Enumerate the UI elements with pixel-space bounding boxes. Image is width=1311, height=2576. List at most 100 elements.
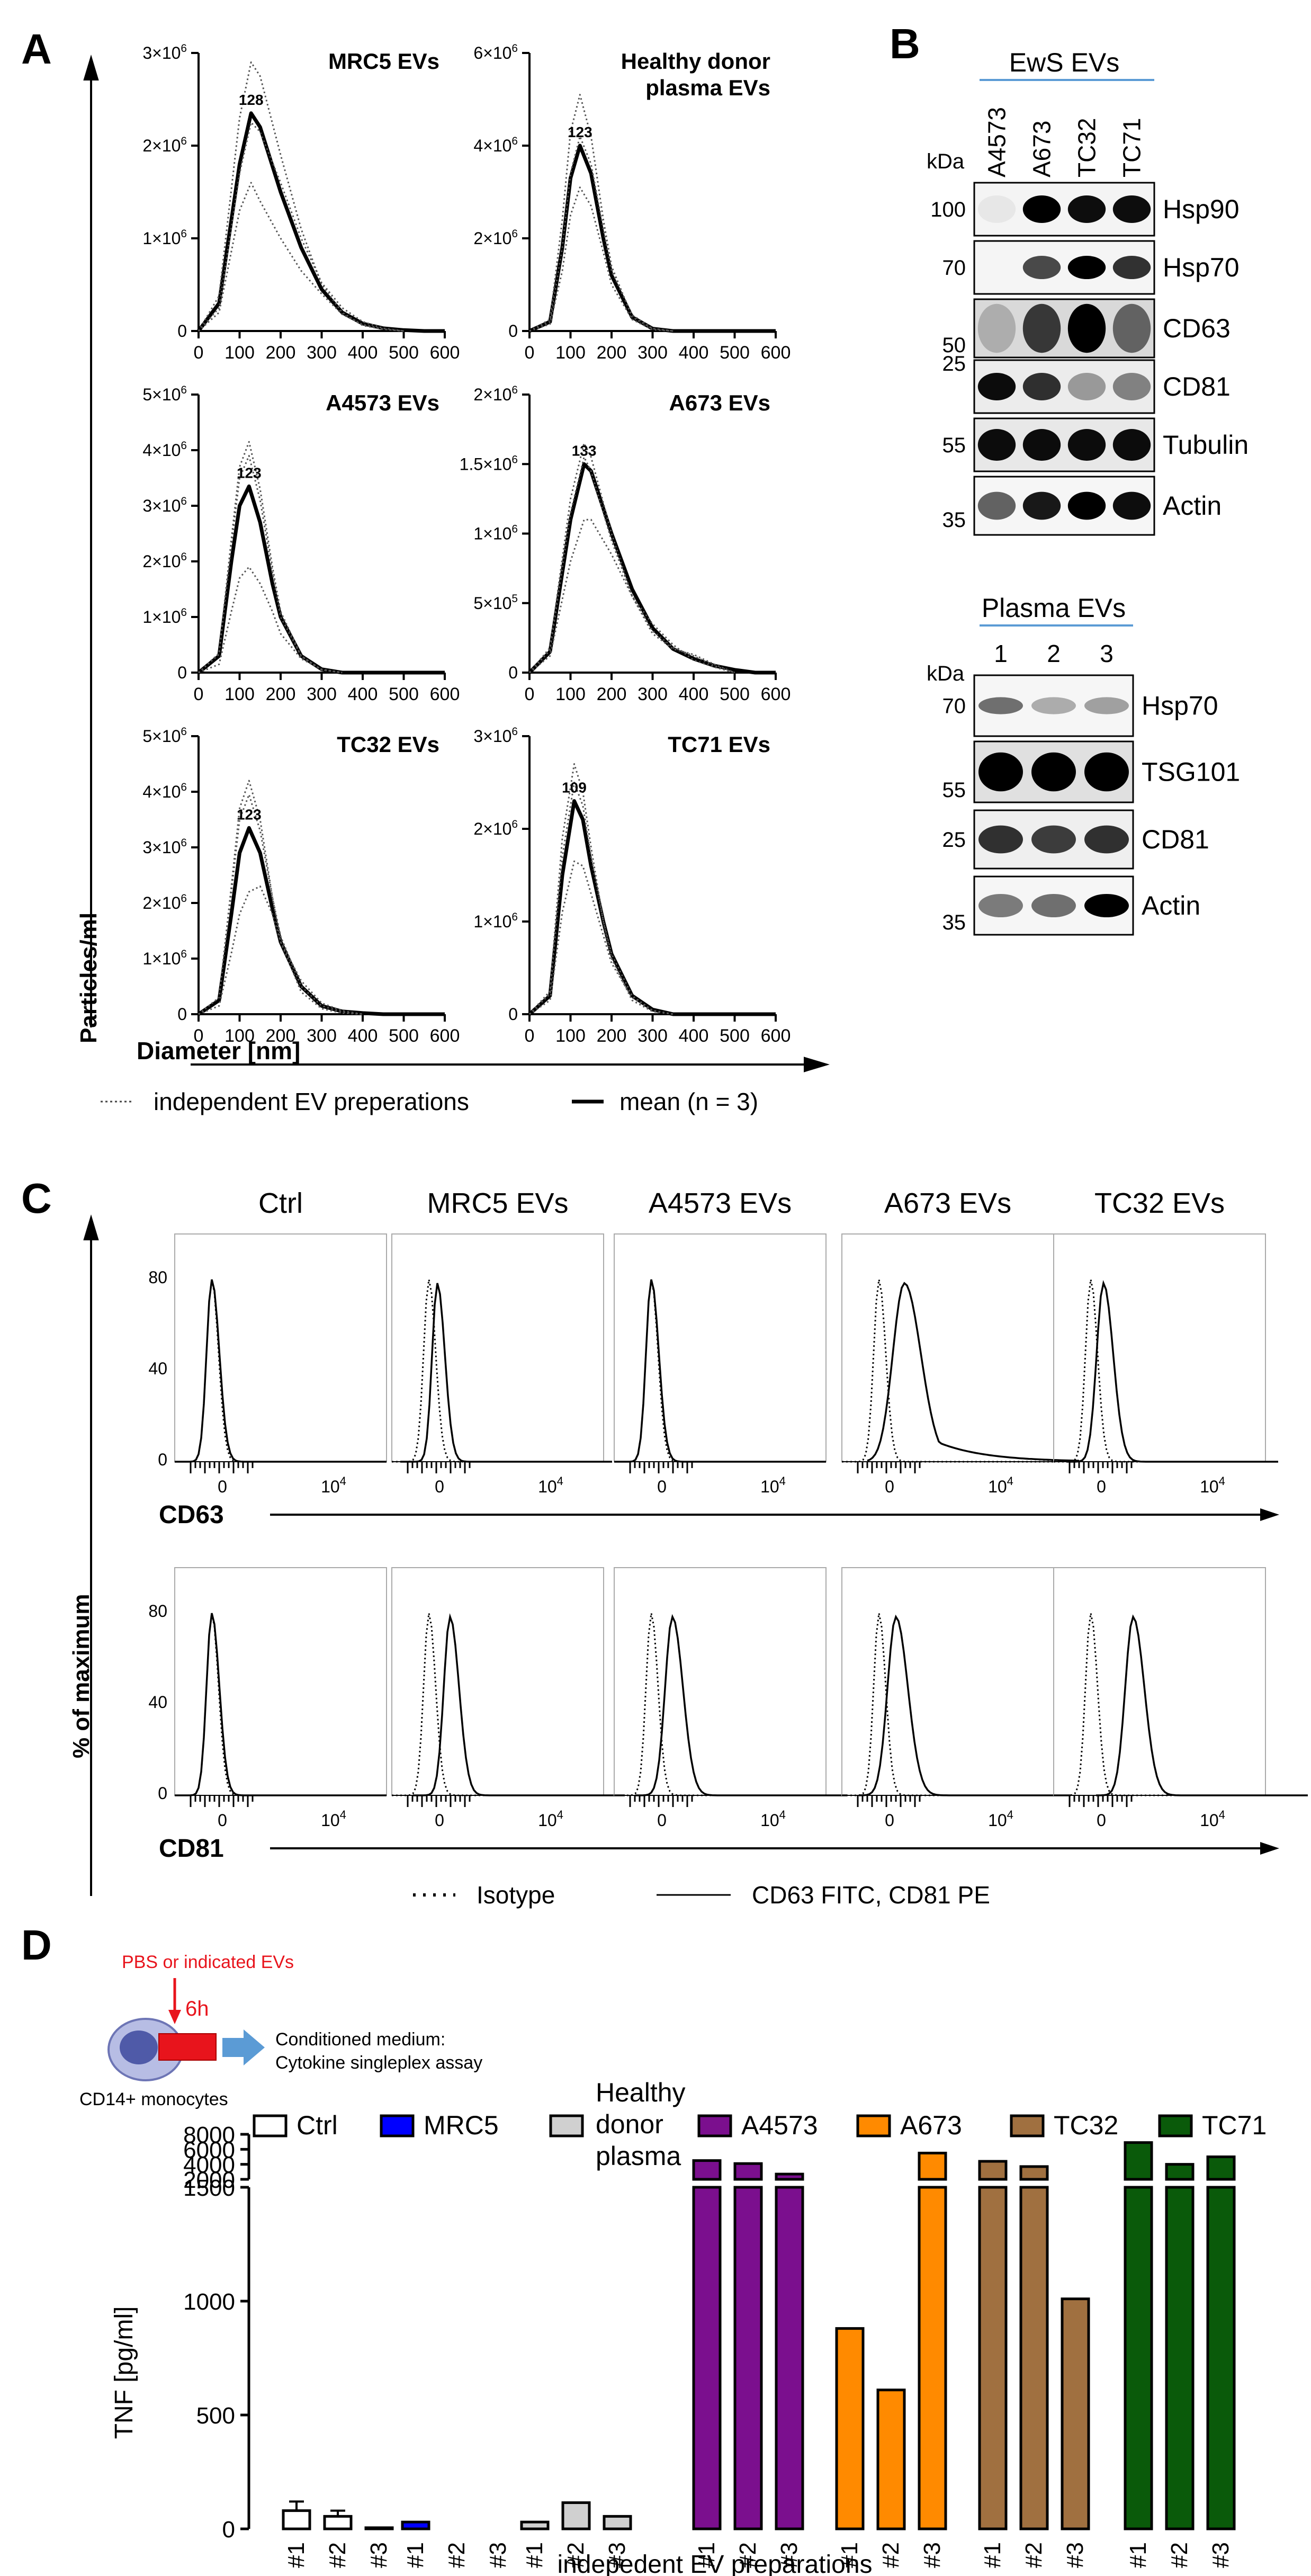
isotype-curve [175,1613,387,1796]
schematic-down-arrow [168,2010,181,2024]
blot-band [1031,697,1076,714]
replicate-curve [197,121,404,332]
x-tick-label: 200 [597,684,627,704]
blot-group-label: Plasma EVs [982,593,1126,623]
x-tick-label: 100 [225,1026,255,1046]
series-a673: #1 #2 #3 [835,2151,947,2568]
isotype-curve [392,1613,604,1796]
replicate-curve [528,442,735,674]
x-tick-label: 300 [307,684,337,704]
x-tick-label: 104 [988,1474,1013,1496]
replicate-curve [529,518,735,674]
y-tick-label: 3×106 [473,726,518,746]
band-label: CD63 [1163,314,1231,343]
blot-band [1112,429,1151,461]
legend-isotype-label: Isotype [477,1881,555,1909]
nta-chart-5: 0 1×106 2×106 3×106 4×106 5×106 0 100 200 300 400 5… [142,726,460,1046]
isotype-curve [1054,1613,1265,1796]
band-label: TSG101 [1142,757,1240,787]
y-tick-label: 4×106 [473,135,518,155]
blot-band [1084,894,1129,917]
y-tick-label: 1×106 [142,948,187,968]
y-tick-label: 8000 [183,2122,235,2148]
flow-histogram: 0 104 [174,1233,387,1496]
legend-label: A4573 [741,2110,818,2140]
x-tick-label: #3 [776,2542,802,2568]
bar-upper [1124,2141,1153,2181]
band-label: CD81 [1163,372,1231,401]
legend-swatch [1010,2114,1045,2137]
nta-chart-4: 0 5×105 1×106 1.5×106 2×106 0 100 200 300 400 500 6… [460,384,791,704]
bar [1165,2186,1195,2530]
x-tick-label: #1 [402,2542,428,2568]
peak-label: 123 [237,806,262,822]
y-tick-label: 2×106 [473,384,518,404]
blot-band [1067,429,1106,461]
y-tick-label: 1×106 [473,911,518,931]
chart-title: TC32 EVs [337,732,439,757]
chart-title: A4573 EVs [326,390,439,415]
marker-label: 55 [942,779,966,802]
blot-band [978,825,1023,854]
bar-upper [918,2151,947,2181]
y-tick-label: 4000 [183,2152,235,2178]
flow-cytometry-grid: Ctrl MRC5 EVs A4573 EVs A673 EVs TC32 EVs CD6… [148,1187,1308,1863]
x-tick-label: 600 [761,1026,791,1046]
bar [401,2520,430,2530]
y-tick-label: 0 [177,663,187,682]
y-tick-label: 5×105 [473,593,518,613]
x-tick-label: 400 [679,1026,709,1046]
x-tick-label: 100 [555,1026,586,1046]
series-tc71: #1 #2 #3 [1124,2141,1236,2568]
x-tick-label: 500 [389,684,419,704]
x-tick-label: 500 [720,684,750,704]
flow-histogram: 0 104 [391,1567,625,1830]
chart-title: MRC5 EVs [328,49,439,74]
x-tick-label: #1 [283,2542,309,2568]
flow-column-title: Ctrl [258,1187,303,1219]
panel-c-y-label: % of maximum [68,1594,94,1758]
y-tick-label: 2×106 [142,135,187,155]
flow-histogram: 0 104 [1053,1567,1308,1830]
blot-strip: Actin 35 [942,476,1222,536]
x-tick-label: 200 [597,1026,627,1046]
blot-band [1022,303,1061,353]
schematic-right-arrow [222,2029,265,2065]
antibody-curve [1066,1280,1278,1463]
x-tick-label: 0 [525,684,535,704]
blot-band [977,303,1016,353]
histogram-frame [1053,1233,1266,1462]
legend-swatch [856,2114,891,2137]
x-tick-label: 0 [194,343,204,363]
blot-band [977,491,1016,520]
panel-b-letter: B [890,20,920,67]
legend-solid-label: mean (n = 3) [619,1088,758,1115]
blot-band [1022,373,1061,400]
x-tick-label: 400 [679,684,709,704]
bar [733,2186,763,2530]
y-tick-label: 4×106 [142,440,187,460]
blot-band [1112,373,1151,400]
series-tc32: #1 #2 #3 [978,2160,1090,2568]
x-tick-label: 104 [321,1808,346,1830]
antibody-curve [1096,1614,1308,1796]
replicate-curve [529,186,674,332]
chart-title: TC71 EVs [668,732,770,757]
y-tick-label: 0 [158,1450,167,1469]
replicate-curve [529,94,674,332]
x-tick-label: 200 [266,684,296,704]
y-tick-label: 1500 [183,2175,235,2201]
bar-upper [1165,2163,1195,2181]
y-tick-label: 1×106 [142,606,187,627]
bar-upper [692,2159,722,2181]
y-tick-label: 80 [148,1268,167,1287]
blot-strip: CD81 25 [942,809,1209,870]
panel-a-y-axis-label: Particles/ml [76,913,102,1043]
panel-c-legend: Isotype CD63 FITC, CD81 PE [413,1881,990,1909]
blot-band [977,429,1016,461]
peak-label: 109 [562,780,587,796]
histogram-frame [391,1567,604,1796]
y-tick-label: 5×106 [142,726,187,746]
y-tick-label: 500 [196,2403,235,2429]
x-tick-label: #1 [694,2542,720,2568]
